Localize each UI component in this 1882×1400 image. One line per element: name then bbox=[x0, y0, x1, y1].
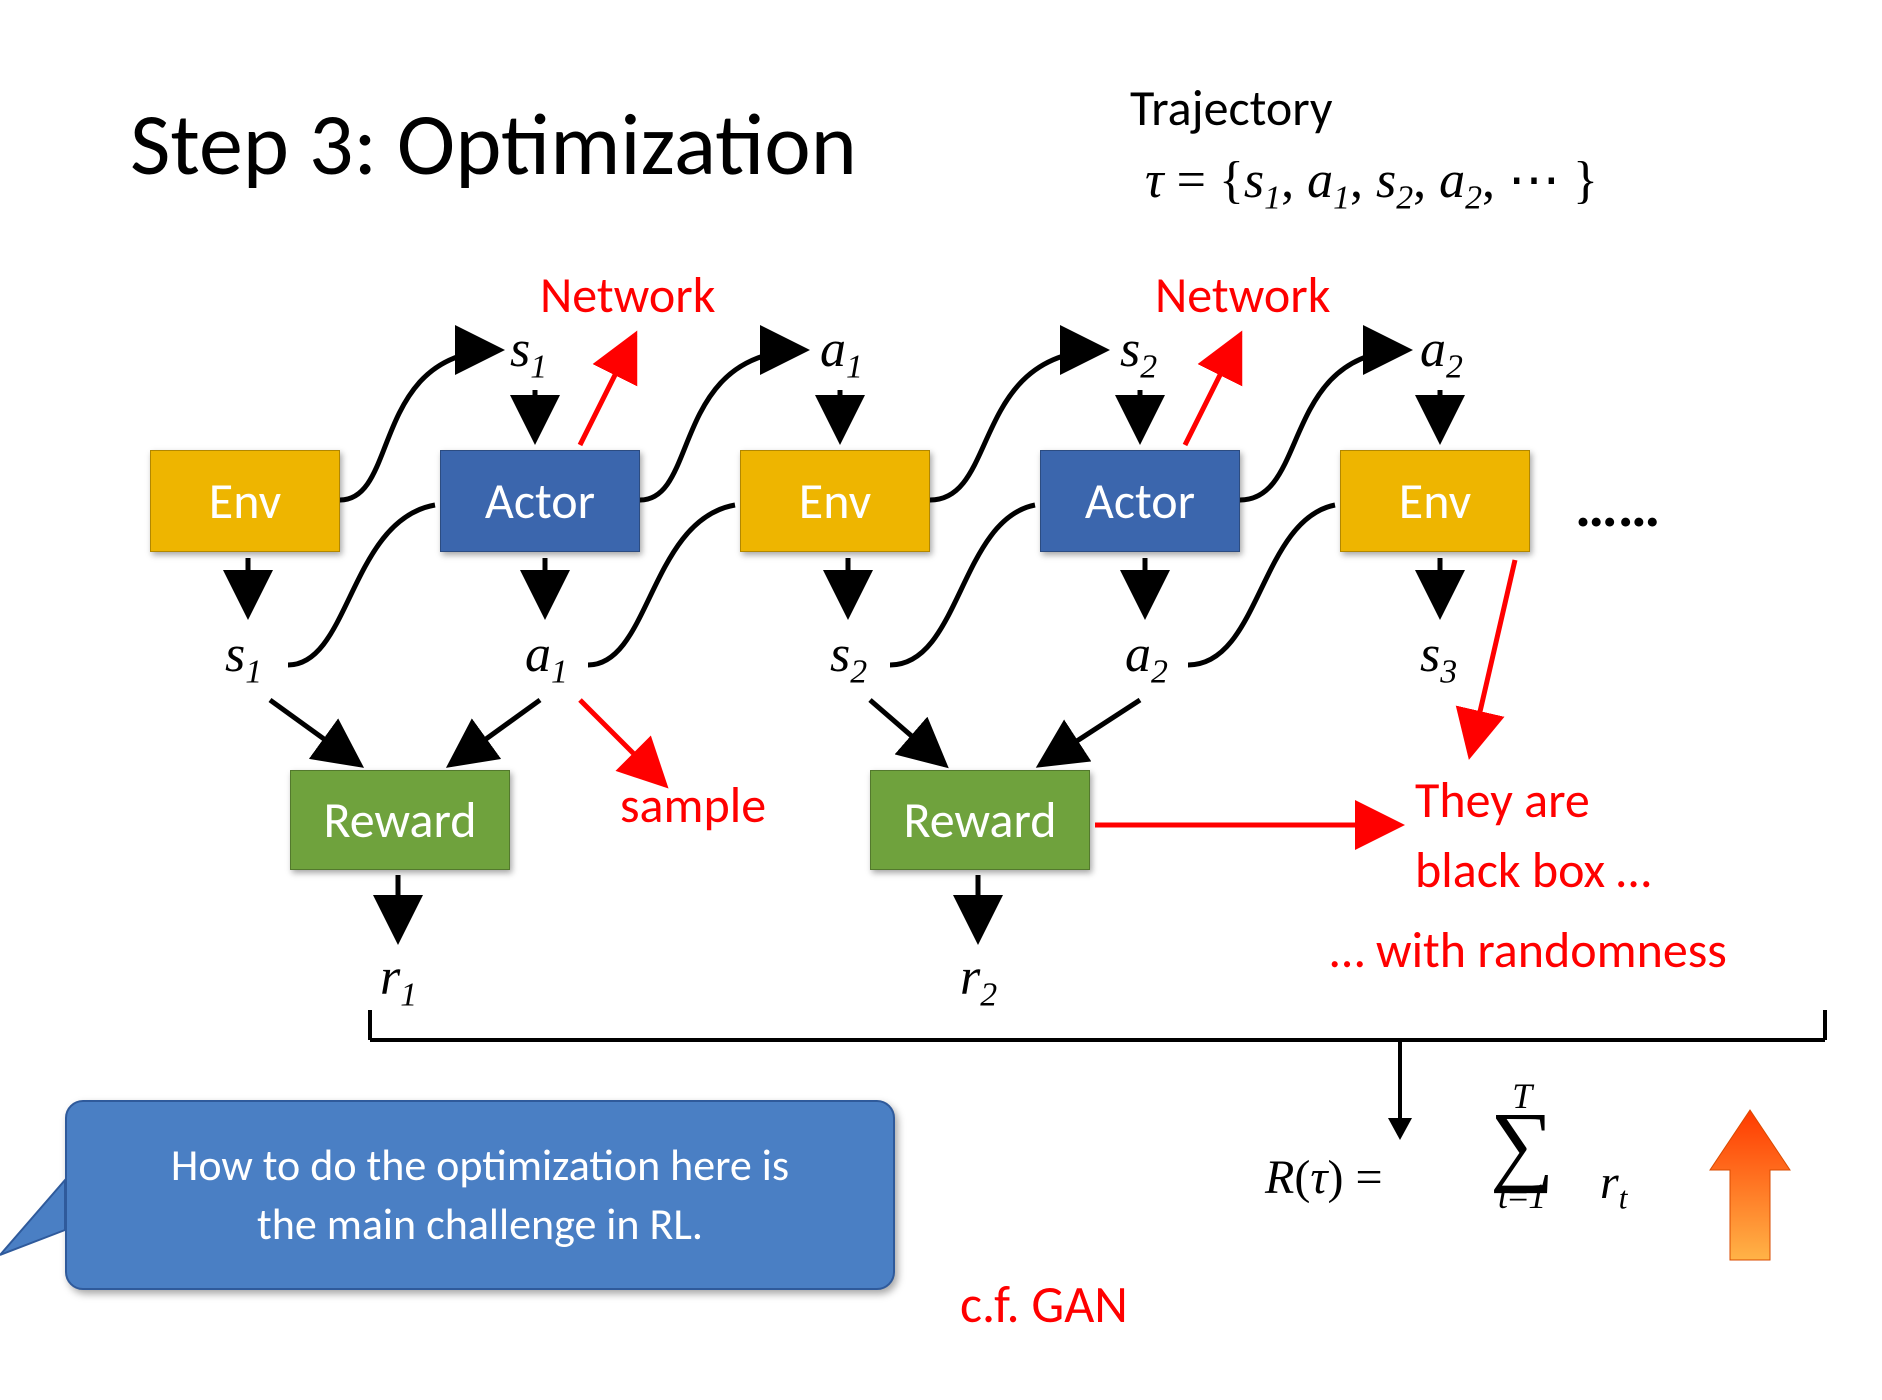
state-bottom-s1: s1 bbox=[225, 625, 262, 691]
state-bottom-s2: s2 bbox=[830, 625, 867, 691]
action-bottom-a1: a1 bbox=[525, 625, 568, 691]
trajectory-equation: τ = {s1, a1, s2, a2, ⋯ } bbox=[1145, 150, 1598, 217]
action-top-a1: a1 bbox=[820, 320, 863, 386]
reward-r1: r1 bbox=[380, 948, 417, 1014]
ellipsis-dots: …… bbox=[1575, 470, 1660, 543]
return-summation: T ∑ t=1 bbox=[1490, 1075, 1554, 1217]
env-box-1: Env bbox=[150, 450, 340, 552]
action-top-a2: a2 bbox=[1420, 320, 1463, 386]
trajectory-label: Trajectory bbox=[1130, 78, 1333, 139]
state-top-s1: s1 bbox=[510, 320, 547, 386]
callout-line1: How to do the optimization here is bbox=[171, 1136, 789, 1195]
reward-r2: r2 bbox=[960, 948, 997, 1014]
cf-gan-label: c.f. GAN bbox=[960, 1272, 1128, 1336]
reward-box-1: Reward bbox=[290, 770, 510, 870]
blackbox-line3: … with randomness bbox=[1330, 920, 1727, 981]
return-rt: rt bbox=[1600, 1155, 1627, 1217]
sample-label: sample bbox=[620, 775, 766, 836]
blackbox-line2: black box … bbox=[1415, 840, 1651, 901]
env-box-2: Env bbox=[740, 450, 930, 552]
action-bottom-a2: a2 bbox=[1125, 625, 1168, 691]
challenge-callout: How to do the optimization here is the m… bbox=[65, 1100, 895, 1290]
blackbox-line1: They are bbox=[1415, 770, 1590, 831]
env-box-3: Env bbox=[1340, 450, 1530, 552]
network-label-1: Network bbox=[540, 265, 715, 326]
actor-box-1: Actor bbox=[440, 450, 640, 552]
state-top-s2: s2 bbox=[1120, 320, 1157, 386]
state-bottom-s3: s3 bbox=[1420, 625, 1457, 691]
actor-box-2: Actor bbox=[1040, 450, 1240, 552]
reward-box-2: Reward bbox=[870, 770, 1090, 870]
callout-line2: the main challenge in RL. bbox=[171, 1195, 789, 1254]
return-equation: R(τ) = bbox=[1265, 1150, 1383, 1205]
network-label-2: Network bbox=[1155, 265, 1330, 326]
slide-title: Step 3: Optimization bbox=[130, 90, 857, 198]
